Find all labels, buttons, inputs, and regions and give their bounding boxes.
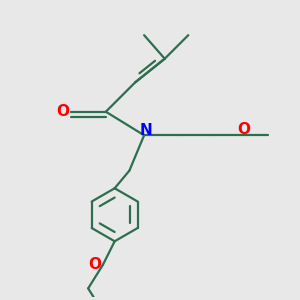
Text: O: O xyxy=(88,257,101,272)
Text: N: N xyxy=(139,123,152,138)
Text: O: O xyxy=(238,122,251,137)
Text: O: O xyxy=(57,104,70,119)
